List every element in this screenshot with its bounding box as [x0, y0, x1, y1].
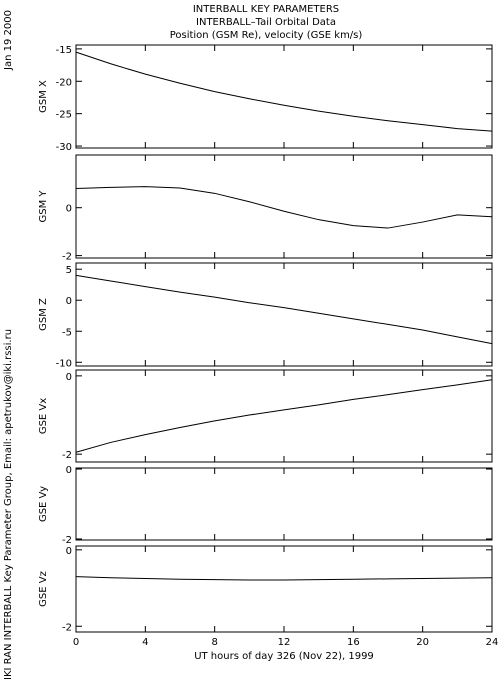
x-tick-label: 24 — [486, 637, 499, 648]
x-tick-label: 20 — [416, 637, 429, 648]
y-axis-label: GSE Vz — [38, 571, 49, 607]
y-tick-label: -10 — [56, 358, 72, 369]
panel-frame — [75, 467, 493, 541]
y-tick-label: -25 — [56, 110, 72, 121]
y-tick-label: -2 — [62, 450, 72, 461]
y-tick-label: 0 — [66, 372, 72, 383]
y-tick-label: -2 — [62, 622, 72, 633]
panel-frame — [75, 44, 493, 149]
y-axis-label: GSE Vx — [38, 398, 49, 434]
data-line — [75, 51, 493, 132]
caption: Position (GSM Re), velocity (GSE km/s) — [170, 30, 363, 41]
y-tick-label: -2 — [62, 252, 72, 263]
panel-frame — [75, 262, 493, 367]
date: Jan 19 2000 — [3, 10, 14, 71]
y-tick-label: -5 — [62, 327, 72, 338]
y-axis-label: GSM Y — [38, 190, 49, 223]
data-line — [75, 576, 493, 581]
data-line — [75, 379, 493, 453]
data-line — [75, 274, 493, 345]
y-tick-label: -20 — [56, 77, 72, 88]
y-tick-label: -15 — [56, 45, 72, 56]
panel-frame — [75, 545, 493, 633]
title: INTERBALL KEY PARAMETERS — [193, 4, 339, 15]
y-axis-label: GSM X — [38, 80, 49, 113]
x-tick-label: 4 — [142, 637, 148, 648]
y-tick-label: -2 — [62, 535, 72, 546]
credit: IKI RAN INTERBALL Key Parameter Group, E… — [3, 329, 14, 680]
y-axis-label: GSE Vy — [38, 486, 49, 522]
y-tick-label: -30 — [56, 142, 72, 153]
panel-frame — [75, 154, 493, 259]
panel-frame — [75, 369, 493, 463]
data-line — [75, 186, 493, 229]
y-tick-label: 0 — [66, 465, 72, 476]
y-tick-label: 0 — [66, 546, 72, 557]
x-tick-label: 0 — [73, 637, 79, 648]
subtitle: INTERBALL–Tail Orbital Data — [196, 17, 336, 28]
x-tick-label: 16 — [347, 637, 360, 648]
x-tick-label: 12 — [278, 637, 291, 648]
x-axis-label: UT hours of day 326 (Nov 22), 1999 — [194, 651, 374, 662]
x-tick-label: 8 — [211, 637, 217, 648]
y-tick-label: 5 — [66, 265, 72, 276]
y-tick-label: 0 — [66, 296, 72, 307]
y-tick-label: 0 — [66, 204, 72, 215]
y-axis-label: GSM Z — [38, 298, 49, 331]
